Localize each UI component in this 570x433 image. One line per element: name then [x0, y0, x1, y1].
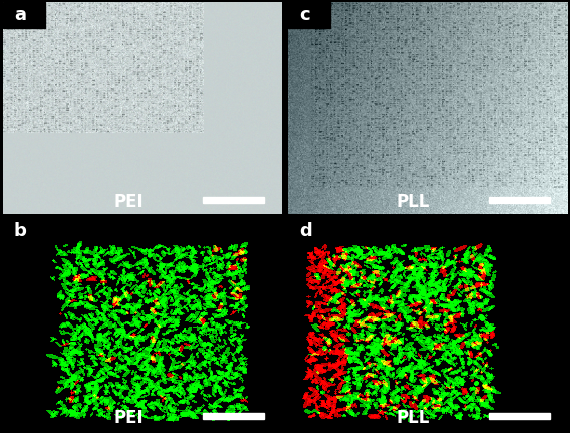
- Text: PEI: PEI: [113, 193, 143, 210]
- Bar: [203, 413, 264, 419]
- Text: d: d: [299, 223, 312, 240]
- Text: PEI: PEI: [113, 409, 143, 427]
- Bar: [489, 413, 551, 419]
- FancyBboxPatch shape: [3, 2, 44, 28]
- Text: PLL: PLL: [397, 409, 430, 427]
- Text: c: c: [299, 6, 310, 24]
- Text: PLL: PLL: [397, 193, 430, 210]
- Bar: [489, 197, 551, 203]
- Bar: [203, 197, 264, 203]
- Text: b: b: [14, 223, 27, 240]
- Text: a: a: [14, 6, 26, 24]
- FancyBboxPatch shape: [288, 2, 329, 28]
